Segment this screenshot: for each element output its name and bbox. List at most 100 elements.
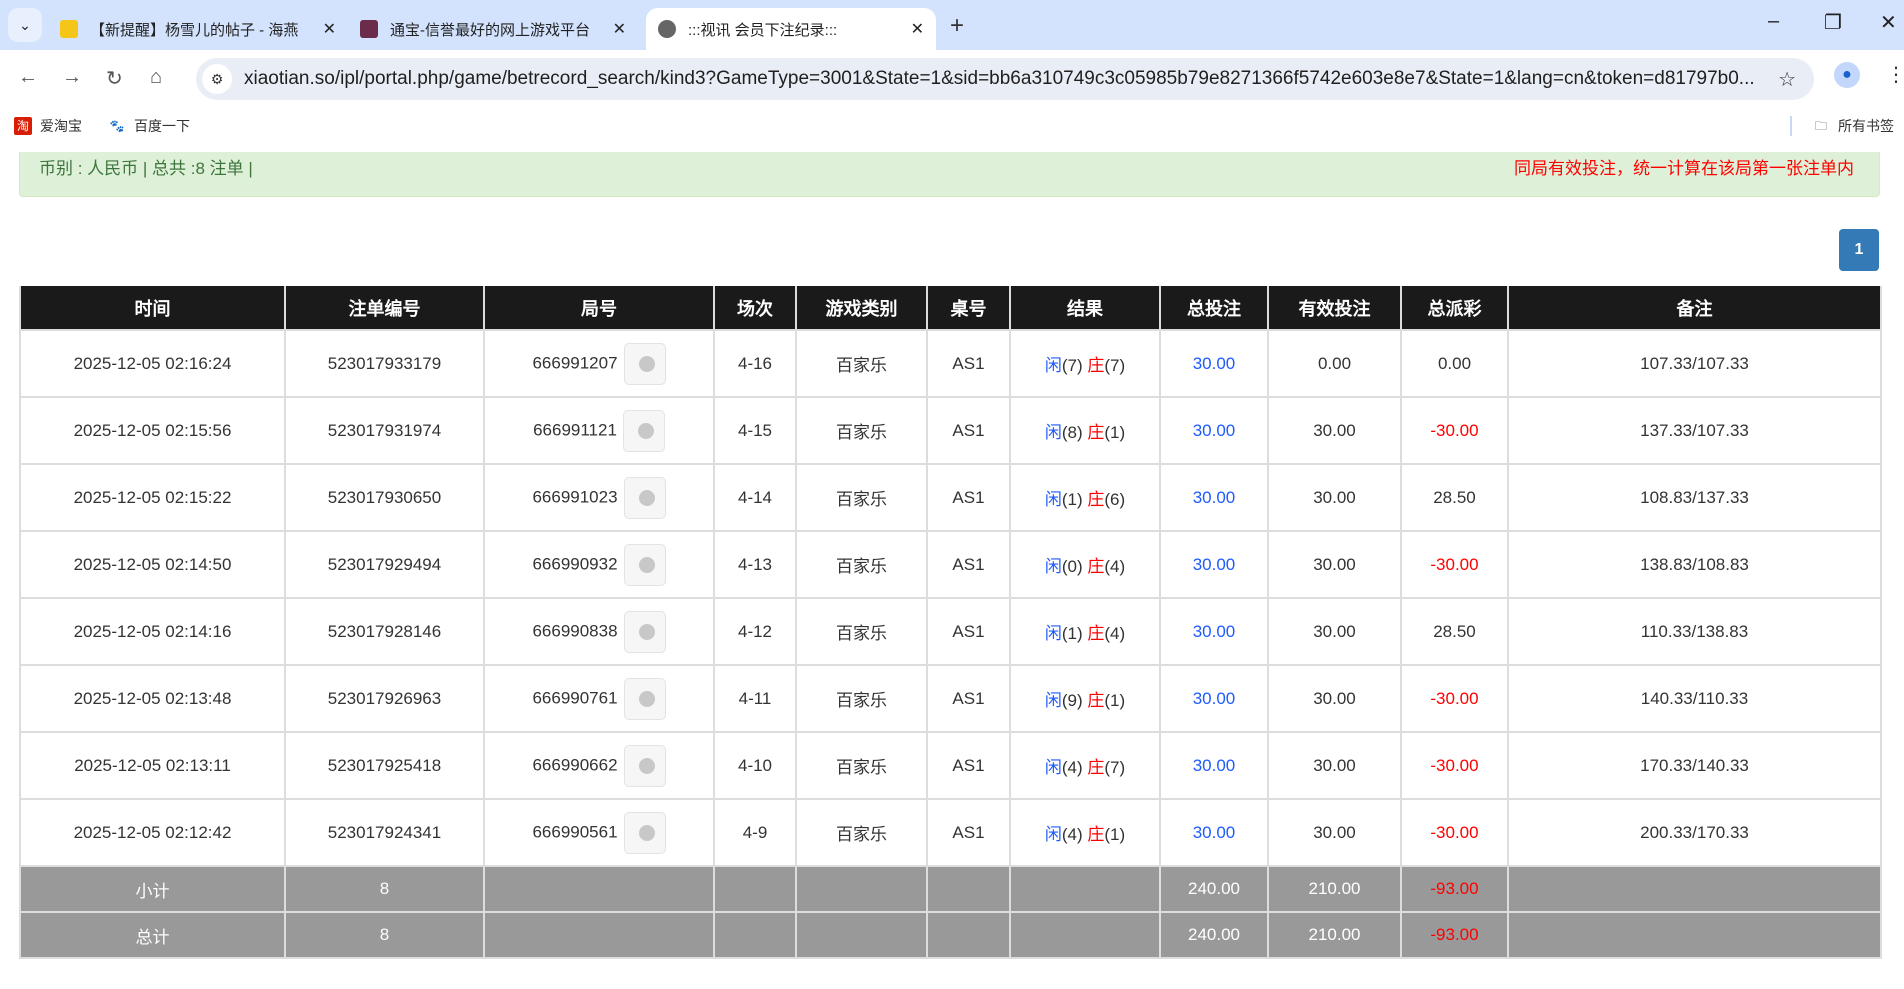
shoe-round: 4-12 bbox=[737, 621, 773, 641]
all-bookmarks[interactable]: 🗀 所有书签 bbox=[1790, 116, 1894, 136]
banker-score: (4) bbox=[1104, 624, 1126, 643]
table-number: AS1 bbox=[952, 822, 985, 842]
table-cell: 4-16 bbox=[713, 329, 797, 398]
table-cell: 闲(9) 庄(1) bbox=[1009, 664, 1161, 733]
column-header: 总派彩 bbox=[1400, 286, 1509, 331]
table-row: 2025-12-05 02:12:42 523017924341 666990561… bbox=[19, 798, 1882, 867]
shoe-round: 4-14 bbox=[737, 487, 773, 507]
new-tab-button[interactable]: + bbox=[950, 12, 965, 39]
minimize-button[interactable]: – bbox=[1768, 10, 1780, 32]
casino-chip-icon bbox=[360, 20, 378, 38]
url-text[interactable]: xiaotian.so/ipl/portal.php/game/betrecor… bbox=[244, 68, 1755, 89]
table-number: AS1 bbox=[952, 621, 985, 641]
balance-note: 140.33/110.33 bbox=[1640, 688, 1749, 708]
table-cell bbox=[1507, 865, 1882, 913]
valid-bet: 30.00 bbox=[1313, 420, 1356, 440]
home-icon[interactable]: ⌂ bbox=[150, 66, 163, 88]
profile-avatar-icon[interactable]: ● bbox=[1834, 62, 1860, 88]
table-cell: -93.00 bbox=[1400, 911, 1509, 959]
valid-bet: 30.00 bbox=[1313, 487, 1356, 507]
table-cell: 666990561 bbox=[483, 798, 715, 867]
close-tab-icon[interactable]: ✕ bbox=[910, 21, 924, 38]
game-type: 百家乐 bbox=[836, 356, 887, 375]
tab-1[interactable]: 【新提醒】杨雪儿的帖子 - 海燕 ✕ bbox=[48, 8, 348, 50]
banker-label: 庄 bbox=[1087, 691, 1105, 710]
player-label: 闲 bbox=[1044, 557, 1062, 576]
close-tab-icon[interactable]: ✕ bbox=[322, 21, 336, 38]
table-cell: 210.00 bbox=[1267, 865, 1402, 913]
video-replay-icon[interactable] bbox=[623, 476, 666, 519]
table-cell: 百家乐 bbox=[795, 798, 928, 867]
tab-2[interactable]: 通宝-信誉最好的网上游戏平台 ✕ bbox=[348, 8, 638, 50]
column-header: 有效投注 bbox=[1267, 286, 1402, 331]
table-cell: 2025-12-05 02:12:42 bbox=[19, 798, 286, 867]
bookmark-aitaobao[interactable]: 淘爱淘宝 bbox=[14, 116, 82, 136]
table-cell: 666990662 bbox=[483, 731, 715, 800]
back-icon[interactable]: ← bbox=[18, 66, 38, 88]
player-score: (1) bbox=[1061, 490, 1083, 509]
table-cell: 百家乐 bbox=[795, 329, 928, 398]
grandtotal-row: 总计 8 240.00 210.00 -93.00 bbox=[19, 911, 1882, 959]
restore-button[interactable]: ❐ bbox=[1824, 12, 1842, 34]
banker-score: (4) bbox=[1104, 557, 1126, 576]
bet-id: 523017925418 bbox=[327, 755, 442, 775]
yellow-tag-icon bbox=[60, 20, 78, 38]
banker-label: 庄 bbox=[1087, 557, 1105, 576]
table-cell: 523017928146 bbox=[284, 597, 485, 666]
table-cell: 闲(4) 庄(7) bbox=[1009, 731, 1161, 800]
payout: 28.50 bbox=[1433, 621, 1476, 641]
player-score: (8) bbox=[1061, 423, 1083, 442]
table-cell: 2025-12-05 02:13:11 bbox=[19, 731, 286, 800]
video-replay-icon[interactable] bbox=[623, 811, 666, 854]
payout: 0.00 bbox=[1437, 353, 1472, 373]
table-cell: 110.33/138.83 bbox=[1507, 597, 1882, 666]
pagination-page-1[interactable]: 1 bbox=[1839, 229, 1879, 271]
reload-icon[interactable]: ↻ bbox=[106, 68, 123, 90]
table-cell: 百家乐 bbox=[795, 463, 928, 532]
total-bet: 30.00 bbox=[1192, 688, 1236, 708]
forward-icon[interactable]: → bbox=[62, 66, 82, 88]
round-number: 666990561 bbox=[532, 821, 618, 841]
address-bar[interactable]: ⚙ xiaotian.so/ipl/portal.php/game/betrec… bbox=[196, 58, 1814, 100]
bookmark-star-icon[interactable]: ☆ bbox=[1778, 68, 1796, 91]
tab-search-button[interactable]: ⌄ bbox=[8, 8, 42, 42]
table-cell: -30.00 bbox=[1400, 798, 1509, 867]
site-info-icon[interactable]: ⚙ bbox=[202, 64, 232, 94]
bet-id: 523017931974 bbox=[327, 420, 442, 440]
video-replay-icon[interactable] bbox=[623, 677, 666, 720]
video-replay-icon[interactable] bbox=[623, 543, 666, 586]
video-replay-icon[interactable] bbox=[623, 342, 666, 385]
menu-kebab-icon[interactable]: ⋮ bbox=[1886, 64, 1904, 86]
player-score: (0) bbox=[1061, 557, 1083, 576]
table-cell: 140.33/110.33 bbox=[1507, 664, 1882, 733]
table-cell: 30.00 bbox=[1159, 329, 1269, 398]
table-cell: 523017933179 bbox=[284, 329, 485, 398]
table-cell: 闲(7) 庄(7) bbox=[1009, 329, 1161, 398]
table-row: 2025-12-05 02:16:24 523017933179 666991207… bbox=[19, 329, 1882, 398]
table-cell: 百家乐 bbox=[795, 731, 928, 800]
table-cell: 闲(1) 庄(6) bbox=[1009, 463, 1161, 532]
player-label: 闲 bbox=[1044, 758, 1062, 777]
table-number: AS1 bbox=[952, 353, 985, 373]
player-score: (7) bbox=[1061, 356, 1083, 375]
video-replay-icon[interactable] bbox=[622, 409, 665, 452]
summary-total: 240.00 bbox=[1188, 879, 1240, 898]
table-cell: 30.00 bbox=[1267, 463, 1402, 532]
player-label: 闲 bbox=[1044, 691, 1062, 710]
round-number: 666990838 bbox=[532, 620, 618, 640]
video-replay-icon[interactable] bbox=[623, 744, 666, 787]
video-replay-icon[interactable] bbox=[623, 610, 666, 653]
bookmark-baidu[interactable]: 🐾 百度一下 bbox=[108, 116, 190, 136]
table-cell: 0.00 bbox=[1267, 329, 1402, 398]
round-number: 666990761 bbox=[532, 687, 618, 707]
column-header: 注单编号 bbox=[284, 286, 485, 331]
close-window-button[interactable]: ✕ bbox=[1880, 12, 1897, 34]
valid-bet: 30.00 bbox=[1313, 755, 1356, 775]
table-cell: 4-9 bbox=[713, 798, 797, 867]
bet-id: 523017924341 bbox=[327, 822, 442, 842]
currency-summary: 币别 : 人民币 | 总共 :8 注单 | bbox=[39, 159, 253, 178]
tab-3-active[interactable]: :::视讯 会员下注纪录::: ✕ bbox=[646, 8, 936, 50]
shoe-round: 4-10 bbox=[737, 755, 773, 775]
balance-note: 138.83/108.83 bbox=[1640, 554, 1749, 574]
close-tab-icon[interactable]: ✕ bbox=[612, 21, 626, 38]
